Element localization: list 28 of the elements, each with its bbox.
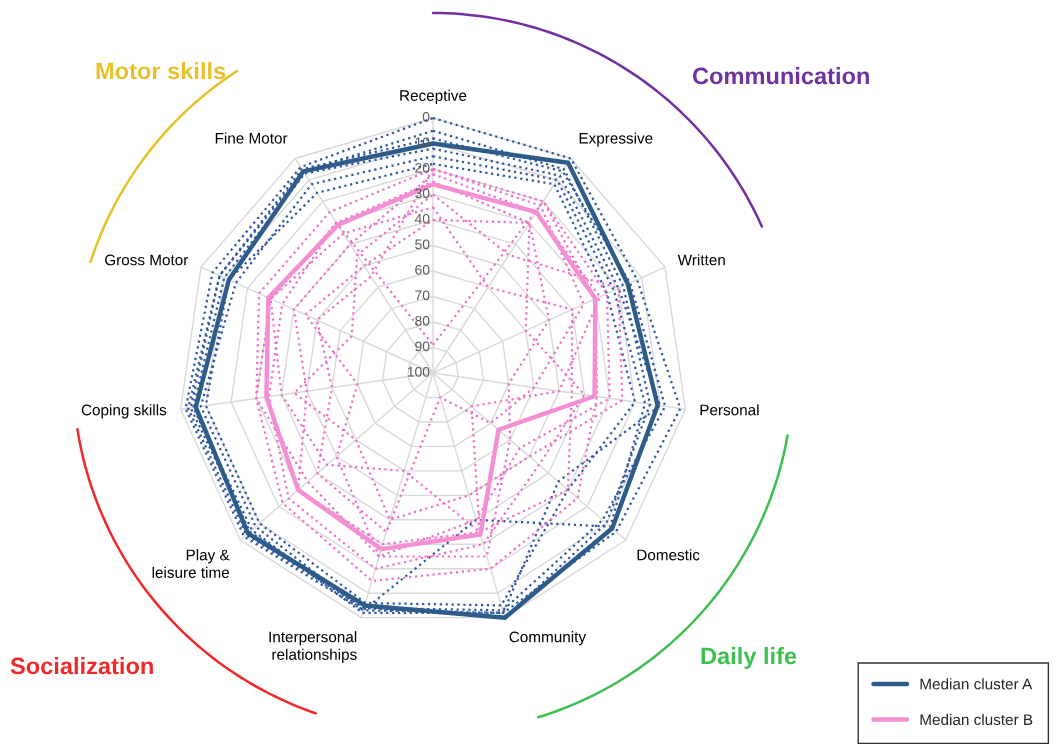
y-tick-label: 100 [407,366,430,377]
legend-label: Median cluster B [920,713,1033,726]
legend-label: Median cluster A [920,678,1033,690]
y-tick-label: 0 [422,111,430,122]
y-tick-label: 80 [415,315,430,326]
spoke-label: Interpersonal relationships [269,631,357,663]
spoke-label: Written [677,254,725,266]
spoke-label: Fine Motor [215,132,288,144]
text: Socialization [10,656,153,675]
spoke-label: Coping skills [81,404,167,419]
spoke-label: Play & leisure time [152,549,230,578]
y-tick-label: 40 [414,213,430,224]
y-tick-label: 70 [415,290,430,301]
y-tick-label: 90 [415,341,430,352]
spoke-label: Personal [700,404,759,416]
spoke-label: Receptive [400,89,467,104]
text: Communication [692,67,869,85]
spoke-label: Expressive [579,132,653,147]
y-tick-label: 50 [415,239,430,250]
text: Motor skills [96,62,226,80]
spoke-label: Gross Motor [105,254,189,266]
spoke-label: Community [509,631,587,646]
y-tick-label: 30 [415,188,430,199]
y-tick-label: 10 [415,137,430,148]
y-tick-label: 60 [415,264,430,275]
y-tick-label: 20 [415,162,430,173]
text: Daily life [701,646,797,670]
spoke-label: Domestic [637,549,700,561]
